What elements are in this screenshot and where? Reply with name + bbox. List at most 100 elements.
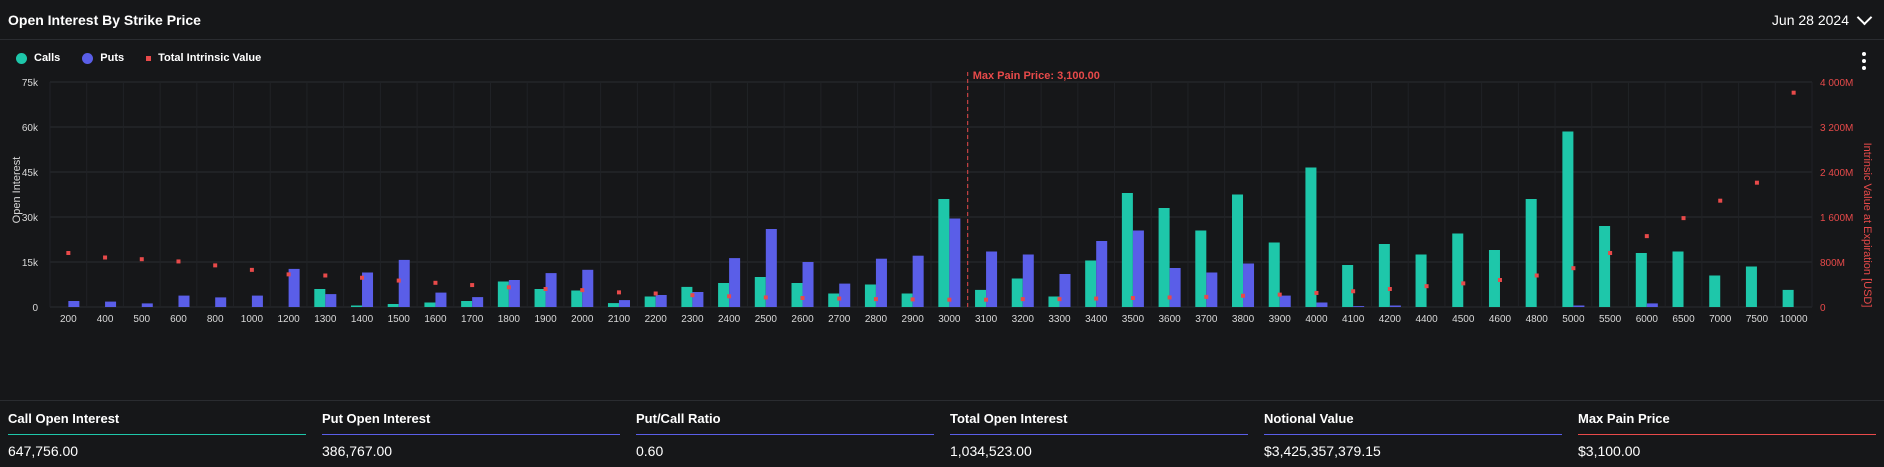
intrinsic-point [1387,287,1392,291]
intrinsic-point [1754,180,1759,185]
x-tick-label: 4200 [1379,314,1402,325]
y-tick-label: 45k [22,168,39,179]
put-bar [1096,241,1108,307]
stat-label: Call Open Interest [8,411,306,435]
legend-item-intrinsic[interactable]: Total Intrinsic Value [146,52,261,64]
call-bar [1158,208,1170,307]
call-bar [1342,265,1354,307]
intrinsic-point [1020,297,1025,302]
legend-label-calls: Calls [34,52,61,64]
x-tick-label: 2100 [608,314,631,325]
intrinsic-point [66,251,71,255]
x-tick-label: 1400 [351,314,374,325]
x-tick-label: 1900 [534,314,557,325]
open-interest-chart: 0 15k 30k 45k 60k 75k 0 800M 1 600M 2 400M 3 200M 4… [11,70,1873,325]
call-bar [424,302,436,307]
x-tick-label: 1600 [424,314,447,325]
call-bar [938,199,950,307]
x-tick-label: 3500 [1122,314,1145,325]
x-tick-label: 4600 [1489,314,1512,325]
x-tick-label: 6000 [1636,314,1659,325]
stat-label: Total Open Interest [950,411,1248,435]
y2-tick-label: 800M [1820,258,1845,269]
stat-max-pain: Max Pain Price $3,100.00 [1570,401,1884,467]
stat-value: $3,425,357,379.15 [1264,443,1381,459]
x-tick-label: 7000 [1709,314,1732,325]
intrinsic-point [873,297,878,302]
header: Open Interest By Strike Price Jun 28 202… [0,0,1884,40]
x-tick-label: 3100 [975,314,998,325]
legend-item-calls[interactable]: Calls [16,52,60,64]
intrinsic-point [1681,216,1686,221]
call-bar [681,286,693,307]
intrinsic-point [286,272,291,277]
intrinsic-point [543,287,548,291]
call-bar [1709,275,1721,307]
x-tick-label: 3000 [938,314,961,325]
put-bar [398,259,410,307]
call-bar [718,283,730,307]
y2-tick-label: 0 [1820,303,1826,314]
call-bar [571,290,583,307]
put-bar [545,273,557,307]
intrinsic-point [470,283,475,288]
call-bar [791,283,803,307]
x-tick-label: 1800 [498,314,521,325]
call-bar [644,296,656,307]
x-tick-label: 1000 [241,314,264,325]
call-bar [1745,266,1757,307]
intrinsic-square-icon [146,55,152,61]
x-tick-label: 1200 [277,314,300,325]
stat-label: Put Open Interest [322,411,620,435]
expiry-date-select[interactable]: Jun 28 2024 [1772,9,1873,28]
put-bar [362,272,374,307]
put-bar [1646,303,1658,307]
x-tick-label: 2200 [645,314,668,325]
call-bar [1599,226,1611,307]
stat-label: Notional Value [1264,411,1562,435]
x-tick-label: 4500 [1452,314,1475,325]
max-pain-annotation: Max Pain Price: 3,100.00 [973,70,1100,82]
intrinsic-point [653,291,658,296]
intrinsic-point [616,290,621,295]
call-bar [1195,230,1207,307]
x-tick-label: 6500 [1672,314,1695,325]
intrinsic-point [1571,266,1576,271]
x-tick-label: 5000 [1562,314,1585,325]
stat-value: 647,756.00 [8,443,79,459]
y-tick-label: 15k [22,258,39,269]
put-bar [912,255,924,307]
put-bar [1206,272,1218,307]
intrinsic-point [580,288,585,293]
chart-menu-icon[interactable] [1862,52,1866,73]
x-tick-label: 1700 [461,314,484,325]
call-bar [351,305,363,307]
chart-grid [49,81,1813,308]
put-bar [729,258,741,307]
put-bar [1573,305,1585,307]
y-tick-label: 30k [22,213,39,224]
put-bar [251,295,263,307]
put-bar [325,294,337,307]
y2-tick-label: 4 000M [1820,78,1853,89]
intrinsic-point [1241,293,1246,298]
legend-item-puts[interactable]: Puts [82,52,124,64]
intrinsic-point [1461,281,1466,286]
x-tick-label: 5500 [1599,314,1622,325]
intrinsic-point [176,259,181,264]
intrinsic-point [910,297,915,302]
intrinsic-point [1277,292,1282,297]
x-tick-label: 10000 [1780,314,1808,325]
x-tick-label: 400 [97,314,114,325]
put-bar [1389,305,1401,307]
call-bar [461,301,473,307]
put-bar [1316,302,1328,307]
stat-value: 1,034,523.00 [950,443,1032,459]
put-bar [875,258,887,307]
intrinsic-point [1314,290,1319,295]
call-bar [1048,296,1060,307]
x-tick-label: 2900 [902,314,925,325]
call-bar [497,281,509,307]
put-bar [435,292,447,307]
intrinsic-point [690,293,695,298]
